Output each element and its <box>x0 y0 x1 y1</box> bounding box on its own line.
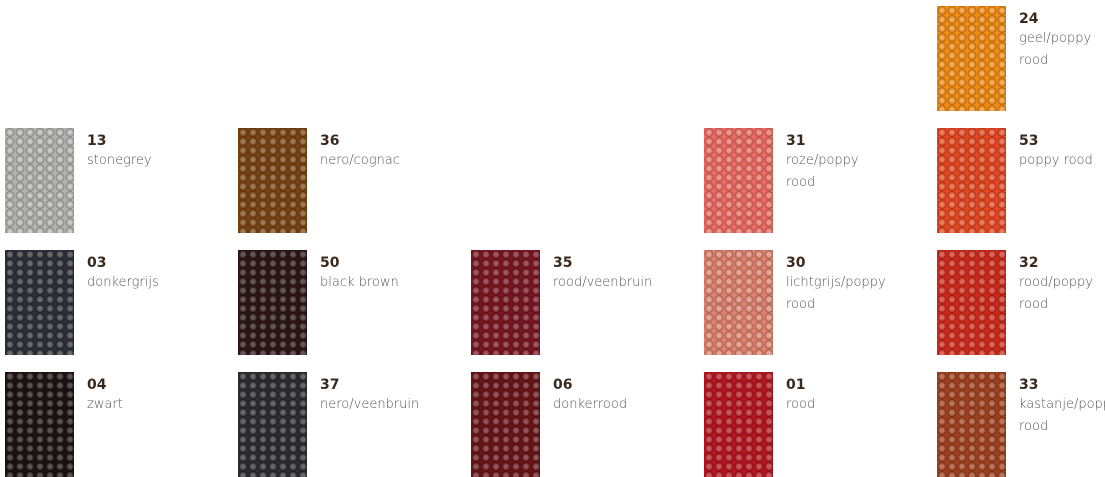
swatch-code: 30 <box>786 255 806 271</box>
swatch-info: 06 donkerrood <box>553 376 703 416</box>
swatch-name: rood/poppy rood <box>1019 275 1094 312</box>
swatch-info: 24 geel/poppy rood <box>1019 10 1105 72</box>
swatch-code: 13 <box>87 133 107 149</box>
swatch-info: 35 rood/veenbruin <box>553 254 703 294</box>
swatch-code: 53 <box>1019 133 1039 149</box>
swatch-info: 36 nero/cognac <box>320 132 460 172</box>
swatch-name: geel/poppy rood <box>1019 31 1092 68</box>
swatch-name: lichtgrijs/poppy rood <box>786 275 886 312</box>
swatch-name: kastanje/poppy rood <box>1019 397 1105 434</box>
swatch-name: rood/veenbruin <box>553 275 653 290</box>
swatch-info: 01 rood <box>786 376 874 416</box>
swatch-code: 37 <box>320 377 340 393</box>
swatch <box>238 128 307 233</box>
swatch <box>238 250 307 355</box>
swatch-info: 53 poppy rood <box>1019 132 1105 172</box>
swatch-code: 32 <box>1019 255 1039 271</box>
swatch-code: 50 <box>320 255 340 271</box>
swatch-code: 01 <box>786 377 806 393</box>
swatch <box>937 372 1006 477</box>
swatch-code: 03 <box>87 255 107 271</box>
swatch-info: 30 lichtgrijs/poppy rood <box>786 254 886 316</box>
swatch <box>704 372 773 477</box>
swatch-code: 24 <box>1019 11 1039 27</box>
swatch-info: 04 zwart <box>87 376 227 416</box>
swatch <box>5 250 74 355</box>
swatch-code: 33 <box>1019 377 1039 393</box>
swatch-name: nero/cognac <box>320 153 400 168</box>
swatch <box>937 250 1006 355</box>
swatch <box>5 128 74 233</box>
swatch <box>937 6 1006 111</box>
swatch-name: zwart <box>87 397 123 412</box>
swatch-code: 31 <box>786 133 806 149</box>
swatch-info: 50 black brown <box>320 254 460 294</box>
swatch <box>704 128 773 233</box>
swatch-info: 32 rood/poppy rood <box>1019 254 1105 316</box>
swatch <box>471 372 540 477</box>
swatch-name: rood <box>786 397 816 412</box>
swatch <box>704 250 773 355</box>
swatch-code: 35 <box>553 255 573 271</box>
swatch-name: poppy rood <box>1019 153 1093 168</box>
swatch-name: donkerrood <box>553 397 628 412</box>
swatch <box>937 128 1006 233</box>
swatch-name: nero/veenbruin <box>320 397 420 412</box>
swatch <box>471 250 540 355</box>
swatch-info: 33 kastanje/poppy rood <box>1019 376 1105 438</box>
swatch-name: stonegrey <box>87 153 152 168</box>
swatch-name: donkergrijs <box>87 275 159 290</box>
swatch-name: black brown <box>320 275 399 290</box>
swatch-code: 04 <box>87 377 107 393</box>
swatch <box>5 372 74 477</box>
swatch-code: 36 <box>320 133 340 149</box>
swatch-info: 31 roze/poppy rood <box>786 132 874 194</box>
swatch-code: 06 <box>553 377 573 393</box>
swatch-info: 03 donkergrijs <box>87 254 227 294</box>
swatch <box>238 372 307 477</box>
swatch-info: 13 stonegrey <box>87 132 227 172</box>
swatch-name: roze/poppy rood <box>786 153 859 190</box>
swatch-info: 37 nero/veenbruin <box>320 376 460 416</box>
